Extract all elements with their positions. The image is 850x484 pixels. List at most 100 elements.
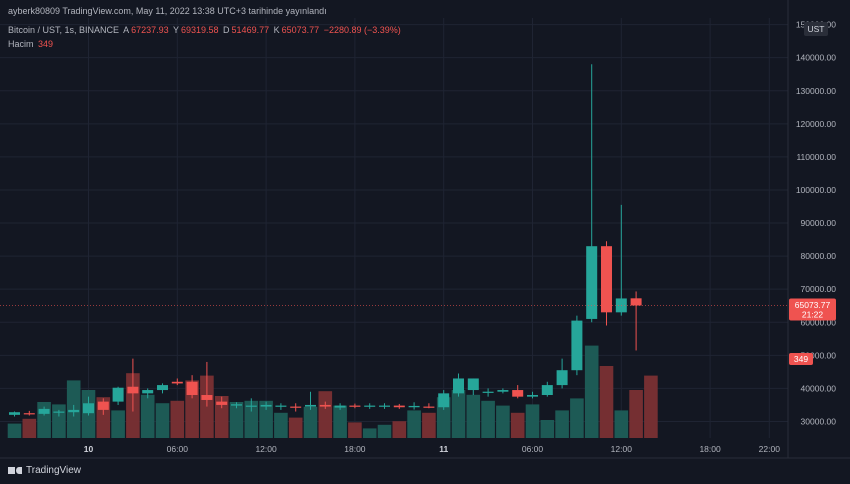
volume-bar [614,410,629,438]
volume-bar [392,421,407,438]
ohlc-legend: Bitcoin / UST, 1s, BINANCE A 67237.93 Y 69… [8,25,403,35]
volume-bar [362,428,377,438]
candle-body [142,390,154,394]
candle-body [453,378,464,394]
x-tick-label: 12:00 [611,444,633,454]
y-tick-label: 140000.00 [796,53,836,63]
high-value: 69319.58 [180,25,219,35]
candle-body [171,381,183,384]
candle-body [216,401,228,405]
volume-bar [259,400,273,438]
candle-body [349,405,361,407]
x-tick-label: 06:00 [522,444,544,454]
candle-body [630,298,642,306]
time-axis[interactable]: 10 06:00 12:00 18:00 11 06:00 12:00 18:00 22:00 [84,444,780,454]
volume-bar [525,404,540,438]
volume-bar [451,390,466,438]
candle-body [275,405,287,407]
volume-bar [333,405,347,438]
candle-body [157,385,168,391]
candle-countdown: 21:22 [802,309,824,319]
candle-body [364,405,376,407]
x-tick-label: 18:00 [344,444,366,454]
y-tick-label: 70000.00 [801,284,837,294]
volume-bar [629,390,643,438]
close-label: K [273,25,280,35]
candle-body [556,370,568,386]
volume-bar [318,391,333,438]
volume-bar [510,412,525,438]
y-tick-label: 100000.00 [796,185,836,195]
last-price-badge [789,298,836,321]
volume-bar [244,400,259,438]
volume-bar [303,406,318,438]
currency-badge [804,22,828,36]
volume-bar [229,402,244,438]
volume-bar [140,394,155,438]
brand-name: TradingView [26,465,82,476]
currency-label: UST [808,24,825,34]
volume-bars [7,345,658,438]
volume-bar [274,412,288,438]
candle-body [601,246,612,313]
candle-body [497,390,509,392]
volume-bar [288,417,303,438]
low-value: 51469.77 [231,25,270,35]
volume-bar [436,397,451,438]
low-label: D [223,25,230,35]
candle-body [53,411,65,413]
volume-bar [570,398,584,438]
candle-body [201,395,213,400]
x-tick-label: 10 [84,444,94,454]
price-axis[interactable]: 150000.00140000.00130000.00120000.001100… [796,20,836,427]
candle-body [319,404,331,407]
x-tick-label: 06:00 [167,444,189,454]
change-value: −2280.89 (−3.39%) [323,25,401,35]
candle-body [231,404,242,406]
volume-bar [540,420,555,438]
candle-body [527,395,538,397]
volume-bar [466,394,481,438]
candle-body [23,413,35,415]
candle-body [467,378,479,391]
volume-badge-label: 349 [794,354,808,364]
candlesticks [9,64,642,417]
candle-body [9,412,20,415]
volume-bar [599,366,614,438]
x-tick-label: 22:00 [759,444,781,454]
open-value: 67237.93 [131,25,169,35]
volume-label: Hacim [8,39,34,49]
candle-body [393,405,405,408]
candle-body [541,385,553,396]
volume-bar [52,404,66,438]
y-tick-label: 50000.00 [801,350,837,360]
candle-body [334,405,346,408]
volume-bar [555,410,569,438]
volume-badge [789,353,813,365]
volume-bar [584,345,599,438]
volume-bar [111,410,125,438]
x-tick-label: 11 [439,444,448,454]
candle-body [512,390,524,397]
candle-body [97,401,109,410]
y-tick-label: 110000.00 [796,152,836,162]
y-tick-label: 40000.00 [801,383,837,393]
x-tick-label: 18:00 [699,444,721,454]
volume-bar [422,412,436,438]
candle-body [38,408,50,414]
candle-body [408,405,420,408]
open-label: A [123,25,130,35]
high-label: Y [172,25,179,35]
candle-body [438,393,450,408]
last-price-label: 65073.77 [795,300,831,310]
candle-body [290,406,302,408]
volume-bar [170,400,185,438]
tradingview-brand[interactable]: TradingView [8,465,81,476]
volume-value: 349 [38,39,54,49]
candle-body [482,391,494,393]
y-tick-label: 130000.00 [796,86,836,96]
candle-body [68,409,80,413]
